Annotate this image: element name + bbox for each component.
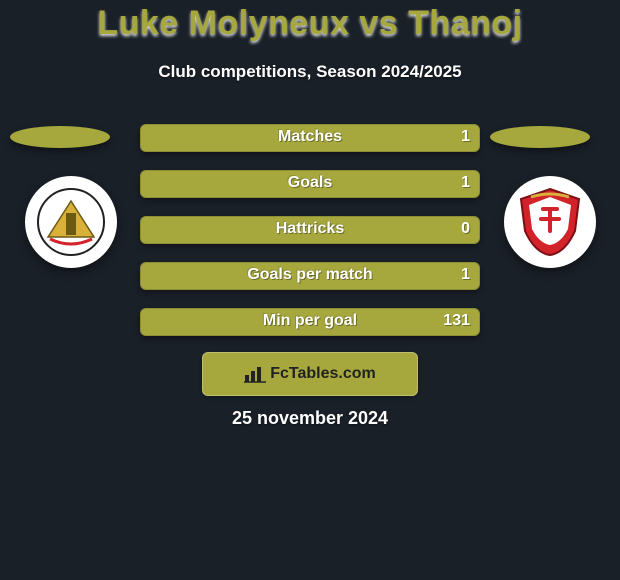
club-badge-left: [25, 176, 117, 268]
stat-value: 1: [461, 174, 470, 192]
footer-date: 25 november 2024: [0, 408, 620, 429]
comparison-infographic: Luke Molyneux vs Thanoj Club competition…: [0, 0, 620, 580]
brand-text: FcTables.com: [270, 365, 376, 383]
stat-row: Goals1: [140, 170, 480, 198]
stat-label: Matches: [140, 128, 480, 146]
club-badge-right: [504, 176, 596, 268]
chart-icon: [244, 365, 266, 383]
stat-value: 131: [443, 312, 470, 330]
stat-label: Min per goal: [140, 312, 480, 330]
club-crest-left-icon: [36, 187, 106, 257]
stat-value: 1: [461, 266, 470, 284]
stat-row: Hattricks0: [140, 216, 480, 244]
stat-row: Min per goal131: [140, 308, 480, 336]
right-ellipse: [490, 126, 590, 148]
stat-row: Matches1: [140, 124, 480, 152]
page-subtitle: Club competitions, Season 2024/2025: [0, 62, 620, 82]
stat-label: Goals: [140, 174, 480, 192]
stat-label: Hattricks: [140, 220, 480, 238]
page-title: Luke Molyneux vs Thanoj: [0, 4, 620, 43]
brand-box: FcTables.com: [202, 352, 418, 396]
stat-label: Goals per match: [140, 266, 480, 284]
left-ellipse: [10, 126, 110, 148]
club-crest-right-icon: [513, 185, 587, 259]
stat-row: Goals per match1: [140, 262, 480, 290]
stat-value: 0: [461, 220, 470, 238]
stat-value: 1: [461, 128, 470, 146]
